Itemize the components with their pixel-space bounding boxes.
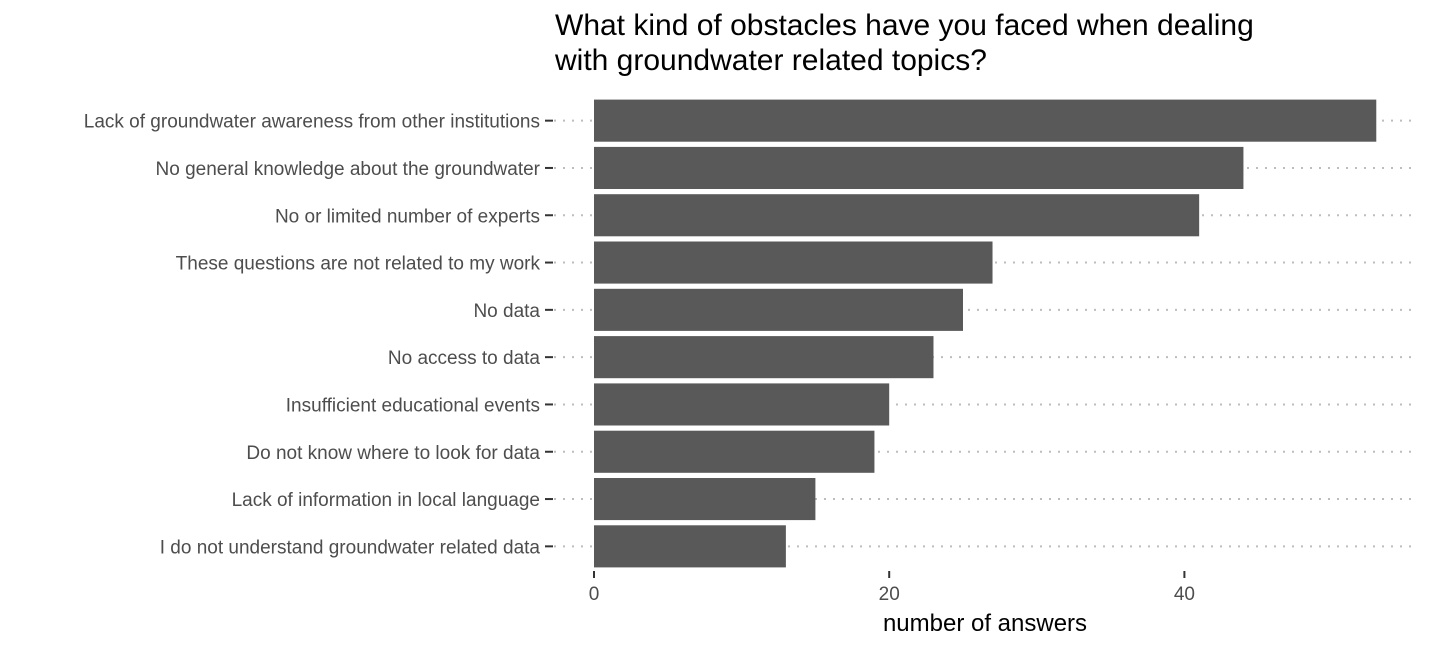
y-tick-label: No data <box>473 301 540 322</box>
y-tick-label: These questions are not related to my wo… <box>176 254 541 275</box>
bar <box>594 194 1200 237</box>
bar <box>594 383 890 426</box>
bar <box>594 241 993 284</box>
y-tick-label: No general knowledge about the groundwat… <box>156 159 541 180</box>
y-tick-label: Lack of information in local language <box>232 490 540 511</box>
x-axis-title: number of answers <box>883 610 1087 637</box>
bar <box>594 288 963 331</box>
bar <box>594 525 786 568</box>
x-axis: 0 20 40 <box>589 571 1195 605</box>
bars <box>594 99 1377 568</box>
y-tick-label: I do not understand groundwater related … <box>160 537 541 558</box>
bar <box>594 146 1244 189</box>
bar <box>594 336 934 379</box>
bar <box>594 430 875 473</box>
x-tick-label: 20 <box>879 584 900 605</box>
bar <box>594 99 1377 142</box>
y-tick-label: No or limited number of experts <box>275 206 540 227</box>
bar <box>594 478 816 521</box>
y-tick-label: Do not know where to look for data <box>246 443 540 464</box>
y-axis: Lack of groundwater awareness from other… <box>84 112 553 558</box>
y-tick-label: Lack of groundwater awareness from other… <box>84 112 540 133</box>
chart-title: What kind of obstacles have you faced wh… <box>555 9 1254 77</box>
y-tick-label: Insufficient educational events <box>286 395 540 416</box>
x-tick-label: 0 <box>589 584 600 605</box>
x-tick-label: 40 <box>1174 584 1195 605</box>
y-tick-label: No access to data <box>388 348 541 369</box>
